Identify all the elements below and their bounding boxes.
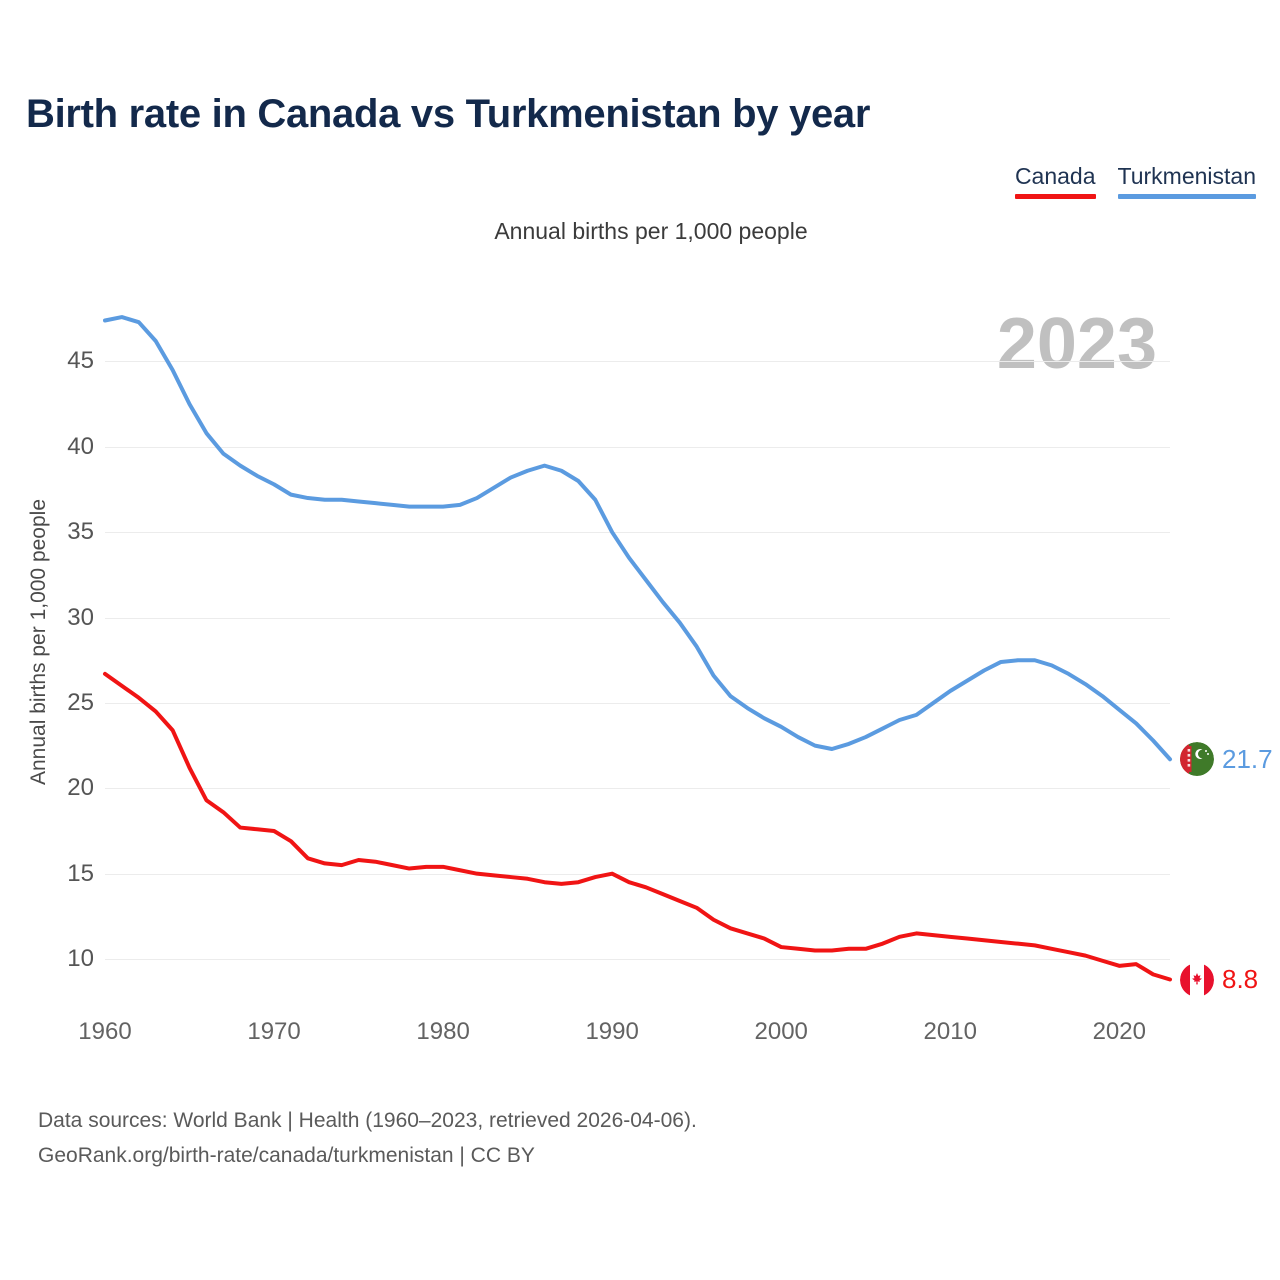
gridline: [105, 959, 1170, 961]
chart-footer: Data sources: World Bank | Health (1960–…: [38, 1104, 697, 1173]
gridline: [105, 361, 1170, 363]
x-axis-tick: 1990: [585, 1018, 639, 1045]
footer-attribution: GeoRank.org/birth-rate/canada/turkmenist…: [38, 1143, 535, 1167]
year-watermark: 2023: [996, 304, 1157, 384]
legend-item-turkmenistan[interactable]: Turkmenistan: [1117, 163, 1256, 200]
gridline: [105, 617, 1170, 619]
y-axis-tick: 15: [67, 859, 94, 887]
y-axis-tick: 40: [67, 432, 94, 460]
series-line-canada: [103, 671, 1172, 982]
y-axis-tick: 10: [67, 945, 94, 973]
gridline: [105, 702, 1170, 704]
y-axis-tick: 20: [67, 774, 94, 802]
end-value-turkmenistan: 21.7: [1222, 743, 1273, 774]
legend-label-canada: Canada: [1014, 163, 1096, 189]
gridline: [105, 788, 1170, 790]
series-line-turkmenistan: [103, 315, 1172, 762]
x-axis-tick: 2020: [1092, 1018, 1146, 1045]
turkmenistan-flag-icon: [1180, 742, 1214, 777]
y-axis-tick: 45: [67, 347, 94, 375]
end-value-canada: 8.8: [1222, 964, 1259, 994]
chart-legend: Canada Turkmenistan: [1014, 163, 1256, 200]
end-label-canada: 8.8: [1180, 962, 1259, 997]
series-layer: [103, 315, 1172, 982]
gridline: [105, 446, 1170, 448]
gridline: [105, 532, 1170, 534]
x-axis-tick: 2010: [923, 1018, 977, 1045]
x-axis-tick: 1980: [416, 1018, 470, 1045]
x-axis-tick: 1970: [247, 1018, 301, 1045]
y-axis-tick: 30: [67, 603, 94, 631]
footer-data-sources: Data sources: World Bank | Health (1960–…: [38, 1109, 697, 1132]
y-axis-tick: 35: [67, 518, 94, 546]
end-label-turkmenistan: 21.7: [1180, 742, 1273, 777]
x-axis-tick: 2000: [754, 1018, 808, 1045]
plot-area: 2023 10 15 20 25 30 35 40 45 1960 1970 1980 1990 200…: [67, 300, 1272, 1045]
y-axis-tick: 25: [67, 688, 94, 716]
legend-label-turkmenistan: Turkmenistan: [1117, 163, 1256, 189]
legend-swatch-canada: [1014, 194, 1096, 200]
page-title: Birth rate in Canada vs Turkmenistan by …: [26, 92, 871, 136]
x-axis-tick: 1960: [78, 1018, 132, 1045]
legend-swatch-turkmenistan: [1117, 194, 1256, 200]
canada-flag-icon: [1180, 962, 1214, 997]
chart-subtitle: Annual births per 1,000 people: [494, 218, 808, 244]
gridline: [105, 873, 1170, 875]
legend-item-canada[interactable]: Canada: [1014, 163, 1096, 200]
